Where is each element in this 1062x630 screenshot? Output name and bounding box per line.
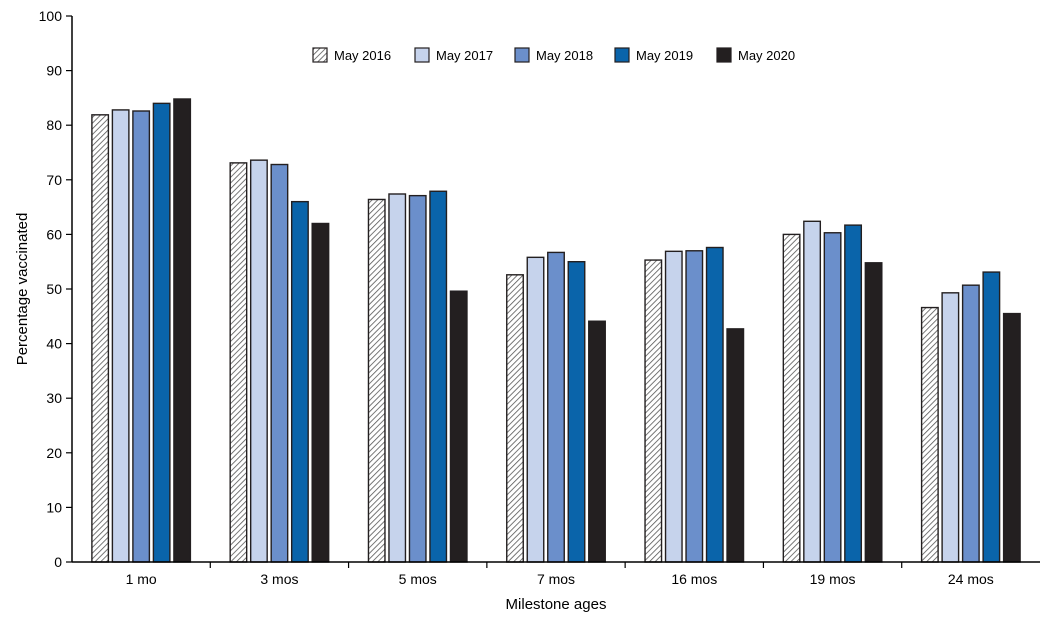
y-tick-label: 0 bbox=[54, 554, 62, 570]
y-tick-label: 70 bbox=[46, 172, 62, 188]
y-tick-label: 80 bbox=[46, 117, 62, 133]
bar bbox=[388, 193, 407, 563]
bar bbox=[844, 224, 863, 563]
bar bbox=[408, 194, 427, 563]
bar bbox=[449, 290, 468, 563]
y-tick-label: 60 bbox=[46, 226, 62, 242]
legend-label: May 2017 bbox=[436, 48, 493, 63]
bar bbox=[311, 222, 330, 563]
legend-swatch bbox=[312, 47, 328, 63]
bar bbox=[290, 200, 309, 563]
bar bbox=[782, 233, 801, 563]
y-tick-label: 40 bbox=[46, 336, 62, 352]
y-tick-label: 100 bbox=[39, 8, 63, 24]
legend-swatch bbox=[414, 47, 430, 63]
y-tick-label: 50 bbox=[46, 281, 62, 297]
y-tick-label: 10 bbox=[46, 499, 62, 515]
bar bbox=[1002, 312, 1021, 563]
bar bbox=[941, 292, 960, 563]
x-tick-label: 5 mos bbox=[399, 571, 437, 587]
legend-label: May 2019 bbox=[636, 48, 693, 63]
bar bbox=[506, 274, 524, 563]
bar bbox=[823, 232, 842, 563]
x-tick-label: 24 mos bbox=[948, 571, 994, 587]
legend-swatch bbox=[514, 47, 530, 63]
bar bbox=[726, 328, 745, 563]
bar bbox=[152, 102, 171, 563]
bar bbox=[173, 98, 192, 563]
bar bbox=[705, 246, 724, 563]
bar bbox=[588, 320, 606, 563]
bar bbox=[567, 261, 586, 563]
bar bbox=[270, 163, 289, 563]
x-tick-label: 3 mos bbox=[260, 571, 298, 587]
bar bbox=[249, 159, 268, 563]
bar bbox=[864, 262, 883, 563]
bar bbox=[920, 306, 939, 563]
legend-label: May 2016 bbox=[334, 48, 391, 63]
legend-item: May 2019 bbox=[614, 47, 693, 63]
legend-swatch bbox=[614, 47, 630, 63]
legend-item: May 2016 bbox=[312, 47, 391, 63]
bar bbox=[547, 251, 565, 563]
bar bbox=[429, 190, 448, 563]
legend-label: May 2020 bbox=[738, 48, 795, 63]
legend-swatch bbox=[716, 47, 732, 63]
bars-layer bbox=[91, 98, 1021, 563]
bar bbox=[961, 284, 980, 563]
legend: May 2016 May 2017 May 2018 May 2019 May 2020 bbox=[312, 47, 795, 63]
bar bbox=[803, 220, 822, 563]
bar bbox=[644, 259, 663, 563]
bar bbox=[111, 109, 130, 563]
bar bbox=[229, 162, 248, 563]
x-tick-label: 7 mos bbox=[537, 571, 575, 587]
bar bbox=[664, 250, 683, 563]
x-axis-title: Milestone ages bbox=[506, 596, 607, 613]
x-tick-label: 16 mos bbox=[671, 571, 717, 587]
legend-item: May 2018 bbox=[514, 47, 593, 63]
legend-item: May 2020 bbox=[716, 47, 795, 63]
x-tick-label: 19 mos bbox=[810, 571, 856, 587]
bar bbox=[132, 110, 151, 563]
y-tick-label: 30 bbox=[46, 390, 62, 406]
legend-label: May 2018 bbox=[536, 48, 593, 63]
bar bbox=[367, 198, 386, 563]
bar bbox=[91, 114, 110, 563]
x-axis-ticks: 1 mo 3 mos 5 mos 7 mos 16 mos 19 mos 24 mos bbox=[126, 562, 994, 587]
bar bbox=[526, 256, 545, 563]
y-tick-label: 20 bbox=[46, 445, 62, 461]
x-tick-label: 1 mo bbox=[126, 571, 157, 587]
bar bbox=[685, 250, 704, 563]
y-axis-title: Percentage vaccinated bbox=[14, 213, 31, 366]
legend-item: May 2017 bbox=[414, 47, 493, 63]
y-axis-ticks: 0 10 20 30 40 50 60 70 80 90 100 bbox=[39, 8, 72, 570]
y-tick-label: 90 bbox=[46, 63, 62, 79]
bar bbox=[982, 271, 1001, 563]
